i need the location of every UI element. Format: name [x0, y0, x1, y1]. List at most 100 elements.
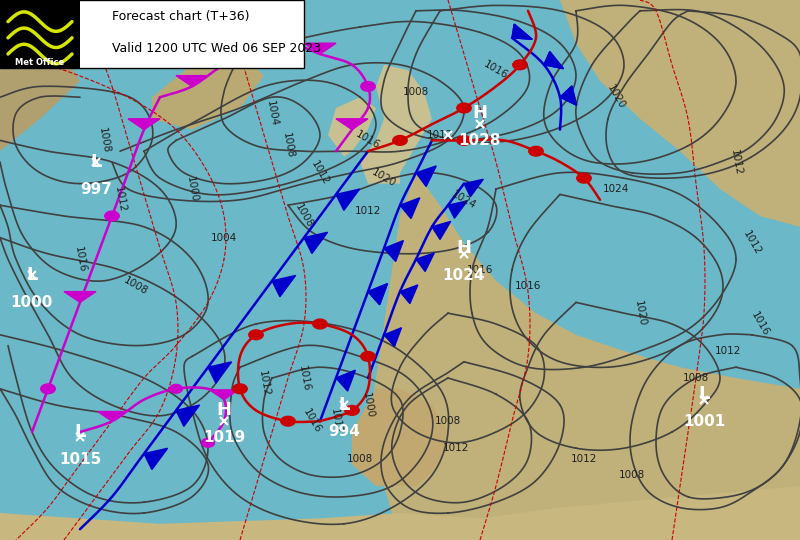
Text: 1020: 1020 [633, 299, 647, 327]
Text: 1016: 1016 [749, 310, 771, 338]
Text: 1000: 1000 [185, 176, 199, 202]
Text: 1008: 1008 [435, 416, 461, 426]
Circle shape [513, 60, 527, 70]
Polygon shape [336, 119, 368, 130]
Polygon shape [98, 411, 126, 421]
Text: 1008: 1008 [347, 454, 373, 464]
Polygon shape [0, 486, 800, 540]
Circle shape [361, 352, 375, 361]
Text: L: L [338, 396, 350, 414]
Text: 1008: 1008 [281, 132, 295, 160]
Text: 1012: 1012 [309, 159, 331, 187]
Circle shape [393, 136, 407, 145]
Polygon shape [384, 240, 403, 261]
Polygon shape [368, 173, 800, 540]
Polygon shape [360, 65, 432, 184]
Text: 1008: 1008 [683, 373, 709, 383]
Polygon shape [560, 86, 577, 105]
Text: 1008: 1008 [403, 87, 429, 97]
Text: L: L [698, 385, 710, 403]
Text: 1024: 1024 [603, 184, 629, 194]
Polygon shape [560, 86, 577, 105]
Text: 1020: 1020 [370, 167, 398, 189]
Text: 1012: 1012 [443, 443, 469, 453]
Polygon shape [416, 166, 436, 186]
Polygon shape [400, 198, 420, 219]
Polygon shape [368, 284, 387, 305]
Text: 1020: 1020 [605, 83, 627, 111]
Text: 1016: 1016 [515, 281, 541, 291]
Text: L: L [74, 423, 86, 441]
Text: 1008: 1008 [619, 470, 645, 480]
Text: 1012: 1012 [729, 148, 743, 176]
Text: Valid 1200 UTC Wed 06 SEP 2023: Valid 1200 UTC Wed 06 SEP 2023 [112, 42, 321, 55]
Circle shape [313, 319, 327, 329]
Polygon shape [272, 275, 296, 297]
Text: 1019: 1019 [203, 430, 245, 445]
Polygon shape [176, 405, 200, 427]
Polygon shape [512, 24, 532, 39]
Text: 1012: 1012 [715, 346, 741, 356]
Polygon shape [328, 97, 376, 157]
Text: H: H [473, 104, 487, 123]
Circle shape [457, 103, 471, 113]
Polygon shape [416, 253, 434, 272]
Polygon shape [432, 221, 450, 239]
Text: 1004: 1004 [265, 99, 279, 127]
Circle shape [249, 49, 263, 59]
FancyBboxPatch shape [0, 0, 80, 68]
Text: 997: 997 [80, 181, 112, 197]
Polygon shape [512, 24, 532, 39]
Polygon shape [304, 232, 328, 254]
Text: 1000: 1000 [361, 392, 375, 418]
Polygon shape [64, 292, 96, 302]
Polygon shape [144, 448, 168, 470]
Polygon shape [384, 328, 402, 347]
Circle shape [361, 82, 375, 91]
Circle shape [202, 438, 214, 447]
Text: 1012: 1012 [329, 407, 343, 435]
Circle shape [577, 173, 591, 183]
Polygon shape [464, 179, 483, 197]
Text: 994: 994 [328, 424, 360, 440]
Polygon shape [336, 370, 355, 391]
Polygon shape [400, 285, 418, 303]
Circle shape [105, 211, 119, 221]
Text: 1016: 1016 [482, 59, 510, 81]
Text: 1016: 1016 [73, 245, 87, 273]
Text: 1016: 1016 [297, 364, 311, 392]
Circle shape [249, 330, 263, 340]
Circle shape [457, 136, 471, 145]
Polygon shape [336, 189, 360, 211]
Polygon shape [128, 119, 160, 130]
Polygon shape [544, 52, 563, 69]
Polygon shape [176, 76, 208, 86]
Text: 1004: 1004 [211, 233, 237, 242]
Circle shape [281, 416, 295, 426]
Circle shape [345, 406, 359, 415]
Text: 1024: 1024 [442, 268, 486, 283]
Polygon shape [560, 0, 800, 227]
Text: Forecast chart (T+36): Forecast chart (T+36) [112, 10, 250, 23]
Polygon shape [544, 52, 563, 69]
Text: 1008: 1008 [122, 275, 150, 297]
Text: 1016: 1016 [467, 265, 493, 275]
Text: 1008: 1008 [97, 126, 111, 154]
Polygon shape [208, 362, 232, 383]
Text: Met Office: Met Office [15, 58, 65, 66]
Polygon shape [448, 201, 467, 218]
Polygon shape [352, 389, 448, 486]
Circle shape [41, 384, 55, 394]
Text: 1024: 1024 [450, 189, 478, 211]
Text: L: L [26, 266, 38, 285]
Text: 1000: 1000 [11, 295, 53, 310]
Circle shape [233, 384, 247, 394]
Text: 1016: 1016 [301, 407, 323, 435]
Text: 1012: 1012 [427, 130, 453, 140]
Polygon shape [368, 284, 387, 305]
Text: 1016: 1016 [354, 130, 382, 151]
Text: H: H [457, 239, 471, 258]
Polygon shape [210, 390, 238, 400]
Text: 1015: 1015 [59, 451, 101, 467]
FancyBboxPatch shape [0, 0, 304, 68]
